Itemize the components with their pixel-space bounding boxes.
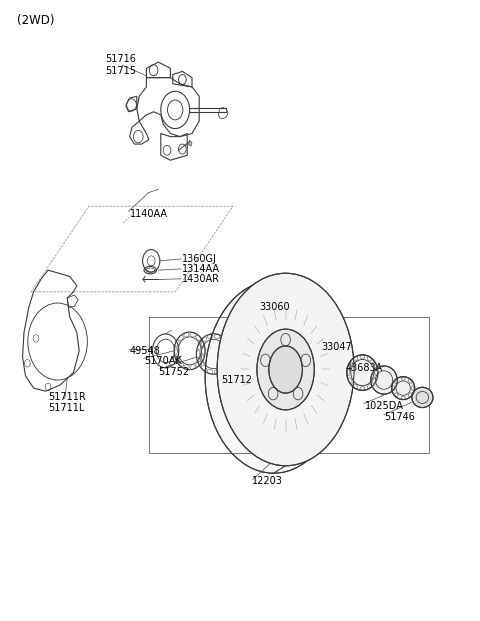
Text: 43683A: 43683A <box>346 363 383 373</box>
Ellipse shape <box>392 377 415 399</box>
Polygon shape <box>189 140 192 146</box>
Ellipse shape <box>269 346 302 393</box>
Ellipse shape <box>347 355 378 391</box>
Text: 1360GJ: 1360GJ <box>182 254 217 264</box>
Polygon shape <box>273 439 281 445</box>
Ellipse shape <box>371 366 397 394</box>
Ellipse shape <box>412 388 433 407</box>
Text: 1314AA: 1314AA <box>182 264 220 274</box>
Text: 51746: 51746 <box>384 412 415 422</box>
Text: 1025DA: 1025DA <box>365 401 404 411</box>
Text: 12203: 12203 <box>252 476 283 486</box>
Text: 51716
51715: 51716 51715 <box>106 55 137 76</box>
Ellipse shape <box>205 281 342 473</box>
Text: (2WD): (2WD) <box>17 14 54 27</box>
Text: 51752: 51752 <box>158 367 190 377</box>
Text: 5170AK: 5170AK <box>144 356 182 366</box>
Text: 51711R
51711L: 51711R 51711L <box>48 392 86 413</box>
Ellipse shape <box>257 329 314 410</box>
Text: 1430AR: 1430AR <box>182 274 220 284</box>
Text: 33060: 33060 <box>259 302 290 312</box>
Text: 1140AA: 1140AA <box>130 209 168 219</box>
Text: 51712: 51712 <box>221 375 252 385</box>
Text: 33047: 33047 <box>322 342 352 351</box>
Text: 49548: 49548 <box>130 346 160 356</box>
Ellipse shape <box>217 273 354 466</box>
